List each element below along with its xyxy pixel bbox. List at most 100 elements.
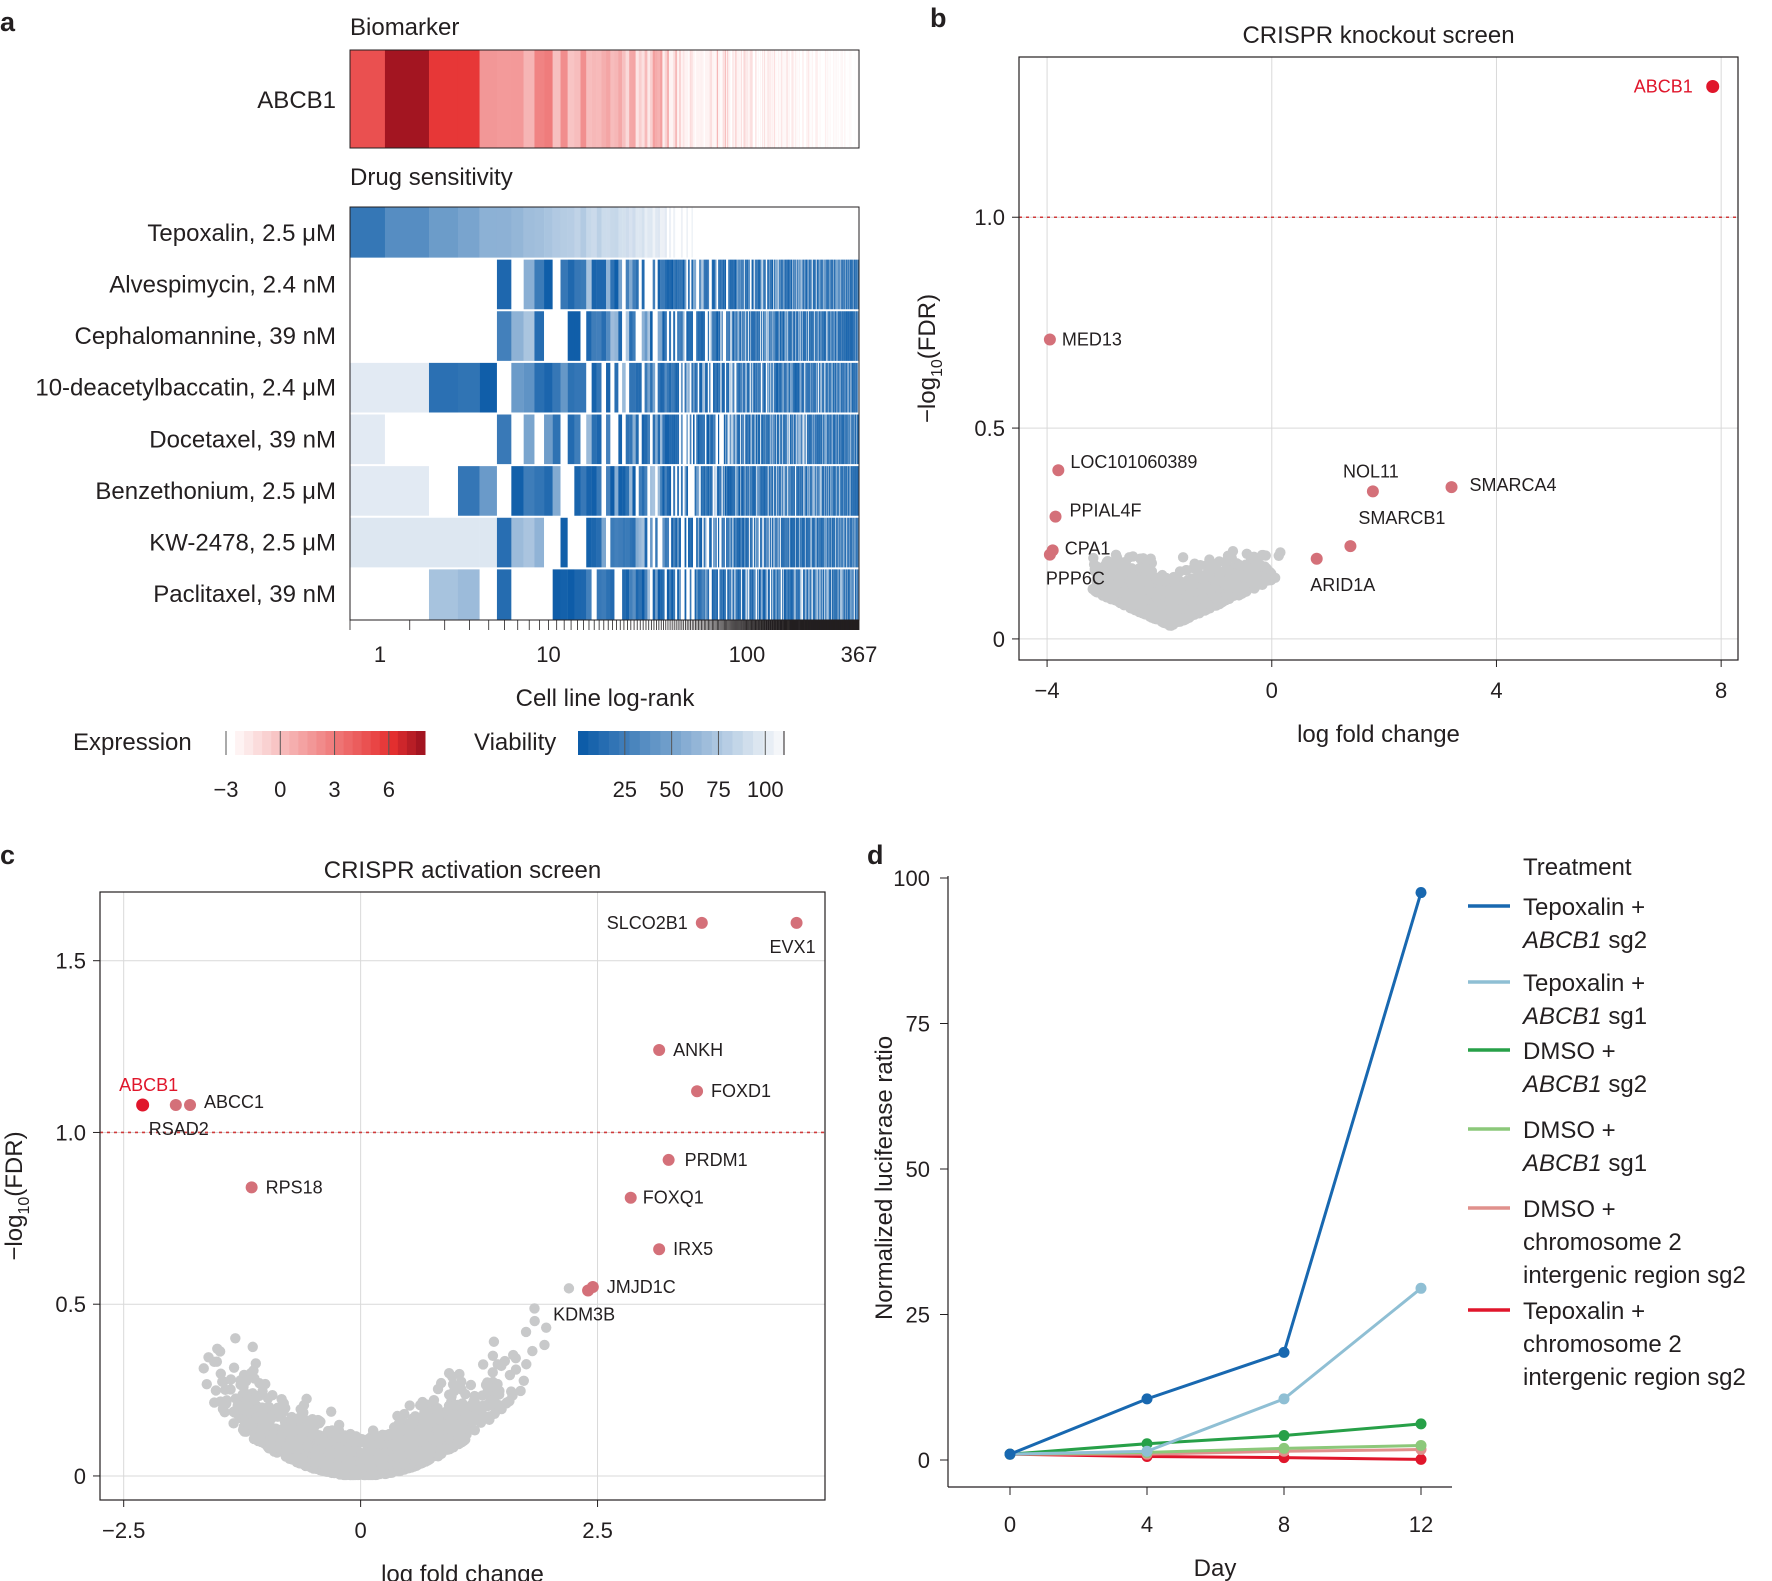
drug-cell <box>790 258 792 311</box>
expression-legend-swatch <box>370 731 381 755</box>
drug-cell <box>773 258 775 311</box>
drug-cell <box>783 207 785 259</box>
drug-cell <box>691 413 694 466</box>
drug-cell <box>586 310 592 362</box>
drug-cell <box>666 258 670 311</box>
drug-cell <box>785 310 787 362</box>
drug-cell <box>759 258 761 311</box>
biomarker-cell <box>818 50 820 148</box>
biomarker-cell <box>817 50 818 148</box>
biomarker-cell <box>760 50 762 148</box>
expression-legend-tick-label: 0 <box>274 777 286 802</box>
drug-cell <box>802 207 803 259</box>
drug-cell <box>779 258 781 311</box>
drug-cell <box>596 207 602 259</box>
drug-cell <box>746 258 748 311</box>
drug-cell <box>721 258 723 311</box>
drug-cell <box>677 207 680 259</box>
drug-cell <box>766 258 768 311</box>
drug-cell <box>742 258 745 311</box>
drug-cell <box>716 207 719 259</box>
drug-cell <box>673 207 676 259</box>
biomarker-cell <box>821 50 823 148</box>
drug-cell <box>764 207 766 259</box>
drug-cell <box>650 258 653 311</box>
drug-cell <box>586 207 592 259</box>
drug-cell <box>827 258 829 311</box>
drug-cell <box>829 258 831 311</box>
drug-cell <box>684 413 687 466</box>
drug-cell <box>811 207 813 259</box>
drug-cell <box>660 361 663 414</box>
biomarker-cell <box>733 50 735 148</box>
biomarker-cell <box>835 50 837 148</box>
drug-cell <box>799 207 801 259</box>
drug-cell <box>697 516 700 569</box>
chart-title: CRISPR knockout screen <box>1242 22 1514 49</box>
drug-cell <box>750 207 752 259</box>
drug-cell <box>806 258 808 311</box>
drug-cell <box>811 258 813 311</box>
biomarker-cell <box>766 50 768 148</box>
drug-cell <box>752 207 754 259</box>
biomarker-cell <box>754 50 756 148</box>
drug-cell <box>657 258 661 311</box>
drug-cell <box>795 310 797 362</box>
drug-cell <box>567 361 575 414</box>
drug-cell <box>457 568 480 620</box>
drug-cell <box>716 413 719 466</box>
biomarker-cell <box>657 50 661 148</box>
drug-cell <box>835 207 837 259</box>
drug-cell <box>769 207 771 259</box>
expression-legend-title: Expression <box>73 729 192 756</box>
drug-cell <box>793 258 795 311</box>
drug-cell <box>811 258 812 311</box>
drug-cell <box>714 310 716 362</box>
drug-cell <box>606 361 611 414</box>
drug-cell <box>384 310 430 362</box>
biomarker-cell <box>816 50 818 148</box>
drug-cell <box>601 568 607 620</box>
drug-cell <box>671 310 674 362</box>
drug-cell <box>782 258 783 311</box>
drug-cell <box>787 207 788 259</box>
drug-cell <box>650 310 653 362</box>
drug-cell <box>788 207 790 259</box>
drug-cell <box>742 207 744 259</box>
drug-cell <box>777 310 779 362</box>
drug-cell <box>718 516 720 569</box>
drug-cell <box>710 465 712 517</box>
biomarker-cell <box>384 50 430 148</box>
drug-cell <box>765 310 767 362</box>
drug-cell <box>760 207 762 259</box>
drug-cell <box>686 310 689 362</box>
drug-cell <box>719 568 721 620</box>
drug-cell <box>688 516 690 569</box>
drug-cell <box>821 258 823 311</box>
drug-cell <box>606 516 611 569</box>
biomarker-cell <box>625 50 630 148</box>
drug-cell <box>775 258 777 311</box>
drug-cell <box>694 516 697 569</box>
biomarker-cell <box>802 50 803 148</box>
drug-cell <box>664 568 668 620</box>
biomarker-cell <box>794 50 796 148</box>
biomarker-cell <box>728 50 730 148</box>
biomarker-cell <box>782 50 784 148</box>
drug-cell <box>819 207 821 259</box>
drug-cell <box>790 310 792 362</box>
biomarker-cell <box>618 50 623 148</box>
drug-cell <box>798 258 800 311</box>
drug-cell <box>798 258 799 311</box>
biomarker-cell <box>821 50 823 148</box>
drug-cell <box>641 568 645 620</box>
drug-cell <box>610 465 615 517</box>
drug-cell <box>832 207 833 259</box>
drug-cell <box>733 258 735 311</box>
drug-cell <box>719 310 721 362</box>
drug-cell <box>813 207 815 259</box>
biomarker-cell <box>823 50 824 148</box>
drug-cell <box>679 207 682 259</box>
drug-cell <box>647 413 651 466</box>
drug-cell <box>831 258 833 311</box>
